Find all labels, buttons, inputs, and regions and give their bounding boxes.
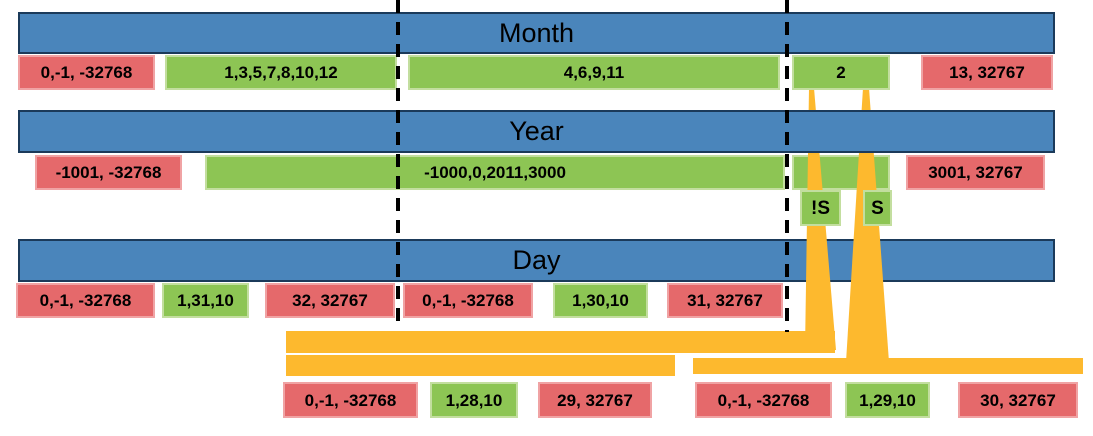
month-partition-invalid-high: 13, 32767 [921,55,1053,90]
feb-leap-partition-valid: 1,29,10 [845,382,930,418]
feb-nonleap-partition-invalid-high: 29, 32767 [538,382,652,418]
connector-bar-nonleap-feb-upper [286,331,835,353]
year-partition-valid: -1000,0,2011,3000 [205,155,785,190]
day-partition-valid-31: 1,31,10 [162,283,249,318]
month-partition-31-day-months: 1,3,5,7,8,10,12 [165,55,397,90]
year-bar: Year [18,110,1055,153]
day-bar-title: Day [512,245,561,275]
day-partition-invalid-low-31: 0,-1, -32768 [16,283,155,318]
month-bar: Month [18,12,1055,54]
month-partition-invalid-low: 0,-1, -32768 [18,55,155,90]
feb-leap-partition-invalid-high: 30, 32767 [958,382,1078,418]
year-partition-invalid-low: -1001, -32768 [35,155,182,190]
month-partition-february: 2 [792,55,890,90]
connector-bar-leap-feb [693,358,1083,374]
year-bar-title: Year [509,116,564,146]
boundary-dashed-line-right [785,0,789,332]
feb-nonleap-partition-invalid-low: 0,-1, -32768 [283,382,418,418]
day-partition-invalid-high-31: 32, 32767 [265,283,395,318]
month-partition-30-day-months: 4,6,9,11 [408,55,780,90]
connector-bar-nonleap-feb-lower [286,355,675,376]
day-partition-invalid-low-30: 0,-1, -32768 [403,283,533,318]
feb-leap-partition-invalid-low: 0,-1, -32768 [695,382,832,418]
day-partition-invalid-high-30: 31, 32767 [667,283,783,318]
boundary-dashed-line-left [396,0,400,330]
leap-flag-special: S [863,190,892,226]
day-partition-valid-30: 1,30,10 [553,283,648,318]
year-partition-invalid-high: 3001, 32767 [906,155,1045,190]
feb-nonleap-partition-valid: 1,28,10 [430,382,518,418]
leap-flag-not-special: !S [800,190,841,226]
month-bar-title: Month [498,17,575,48]
